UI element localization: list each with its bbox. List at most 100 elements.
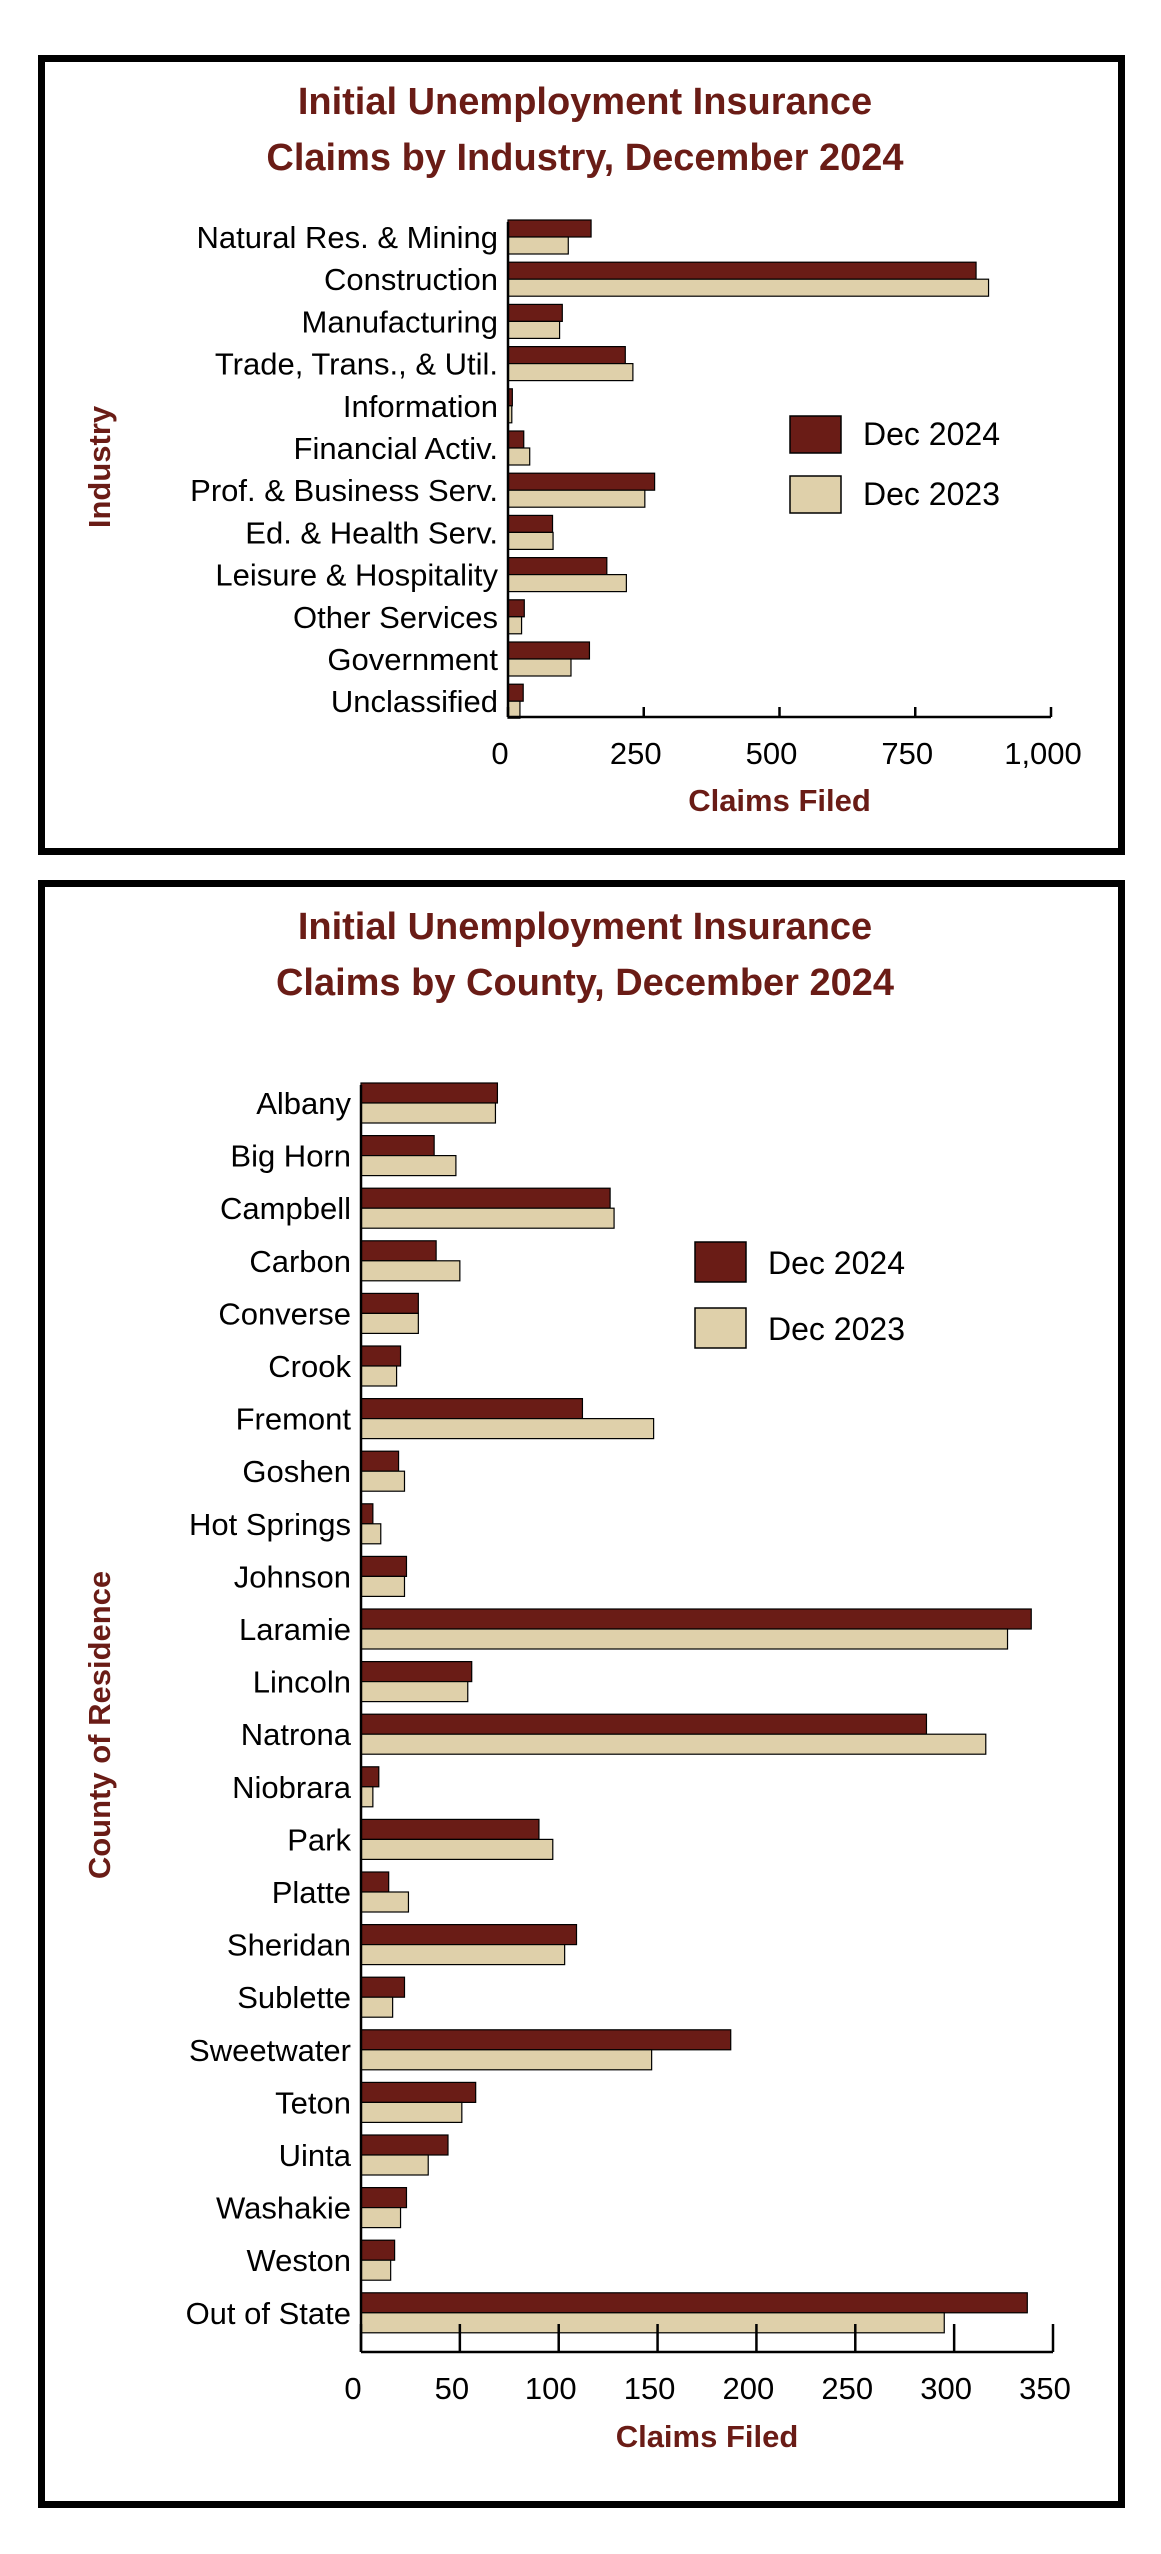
category-label: Carbon: [249, 1244, 351, 1279]
bar-dec-2024: [507, 303, 563, 322]
chart-title-line: Claims by Industry, December 2024: [266, 137, 903, 179]
category-label: Information: [343, 389, 498, 424]
x-tick-label: 150: [624, 2371, 676, 2406]
bar-dec-2024: [360, 1818, 540, 1841]
category-label: Johnson: [234, 1559, 351, 1594]
bar-dec-2023: [360, 2206, 402, 2229]
x-tick-label: 300: [920, 2371, 972, 2406]
bar-dec-2024: [360, 1082, 499, 1104]
category-label: Leisure & Hospitality: [215, 558, 498, 593]
bar-dec-2023: [360, 1628, 1009, 1650]
bar-dec-2024: [360, 1713, 928, 1735]
bar-dec-2024: [360, 1398, 584, 1420]
legend-label: Dec 2024: [863, 416, 1000, 452]
legend-swatch: [789, 475, 842, 514]
bar-dec-2023: [507, 363, 634, 382]
industry-chart: Initial Unemployment Insurance Claims by …: [82, 81, 1082, 818]
category-label: Fremont: [236, 1402, 352, 1437]
bar-dec-2023: [507, 700, 521, 719]
bar-dec-2023: [360, 1155, 457, 1177]
x-tick-label: 350: [1019, 2371, 1071, 2406]
bar-dec-2024: [360, 1871, 390, 1893]
bar-dec-2023: [507, 447, 531, 466]
bar-dec-2024: [507, 430, 525, 449]
chart-title-line: Claims by County, December 2024: [276, 962, 894, 1004]
x-tick-label: 500: [746, 736, 798, 771]
x-axis-title: Claims Filed: [616, 2419, 799, 2454]
category-label: Teton: [275, 2085, 351, 2120]
bar-dec-2024: [360, 1187, 611, 1209]
bar-dec-2024: [360, 1345, 402, 1367]
bar-dec-2023: [360, 1575, 406, 1598]
bar-dec-2024: [360, 1766, 380, 1788]
bar-dec-2024: [360, 1292, 419, 1314]
bar-dec-2024: [360, 1608, 1032, 1630]
x-tick-label: 250: [821, 2371, 873, 2406]
category-label: Sheridan: [227, 1928, 351, 1963]
category-label: Weston: [246, 2243, 351, 2278]
bar-dec-2023: [360, 1943, 566, 1966]
category-label: Crook: [268, 1349, 351, 1384]
x-tick-label: 0: [344, 2371, 361, 2406]
county-chart: Initial Unemployment Insurance Claims by …: [82, 906, 1071, 2454]
county-chart-panel: Initial Unemployment Insurance Claims by …: [38, 880, 1125, 2508]
category-label: Trade, Trans., & Util.: [215, 347, 498, 382]
bar-dec-2024: [360, 1135, 435, 1157]
industry-chart-panel: Initial Unemployment Insurance Claims by …: [38, 55, 1125, 855]
bar-dec-2023: [507, 320, 561, 339]
category-label: Uinta: [279, 2138, 352, 2173]
legend-swatch: [694, 1307, 747, 1349]
y-axis-title: County of Residence: [82, 1571, 117, 1879]
bar-dec-2024: [507, 514, 554, 533]
bar-dec-2024: [360, 2186, 408, 2209]
bar-dec-2023: [360, 1260, 461, 1282]
bar-dec-2024: [360, 2239, 396, 2261]
category-label: Platte: [272, 1875, 351, 1910]
legend-swatch: [694, 1241, 747, 1283]
bar-dec-2023: [360, 1417, 655, 1440]
bar-dec-2023: [507, 573, 627, 593]
legend-swatch: [789, 415, 842, 454]
category-label: Big Horn: [230, 1139, 351, 1174]
bar-dec-2024: [360, 2081, 477, 2104]
bar-dec-2024: [360, 2134, 449, 2156]
bar-dec-2024: [360, 1660, 473, 1683]
category-label: Manufacturing: [302, 304, 498, 339]
bar-dec-2023: [360, 1312, 419, 1334]
bar-dec-2024: [507, 599, 525, 618]
x-tick-label: 0: [491, 736, 508, 771]
bar-dec-2023: [360, 1996, 394, 2018]
bar-dec-2023: [360, 1207, 615, 1229]
legend-label: Dec 2023: [768, 1311, 905, 1347]
bar-dec-2024: [360, 1555, 408, 1578]
chart-title-line: Initial Unemployment Insurance: [298, 906, 872, 948]
x-tick-label: 50: [435, 2371, 469, 2406]
category-label: Washakie: [216, 2191, 351, 2226]
bar-dec-2023: [507, 616, 523, 635]
bar-dec-2024: [360, 1923, 578, 1946]
bar-dec-2024: [360, 2029, 732, 2051]
bar-dec-2023: [360, 1470, 406, 1492]
bar-dec-2023: [360, 1733, 987, 1755]
bar-dec-2023: [360, 2259, 392, 2281]
x-tick-label: 100: [525, 2371, 577, 2406]
category-label: Unclassified: [331, 684, 498, 719]
bar-dec-2023: [360, 1786, 374, 1808]
category-label: Niobrara: [232, 1770, 352, 1805]
category-label: Hot Springs: [189, 1507, 351, 1542]
category-label: Natural Res. & Mining: [196, 220, 498, 255]
bar-dec-2023: [360, 1523, 382, 1545]
category-label: Construction: [324, 262, 498, 297]
category-label: Financial Activ.: [294, 431, 498, 466]
bar-dec-2024: [360, 1503, 374, 1525]
x-tick-label: 1,000: [1004, 736, 1082, 771]
bar-dec-2023: [507, 658, 572, 677]
y-axis-title: Industry: [82, 405, 117, 528]
bar-dec-2024: [507, 219, 592, 238]
x-tick-label: 750: [881, 736, 933, 771]
bar-dec-2024: [507, 261, 977, 280]
bar-dec-2024: [507, 472, 656, 491]
bar-dec-2023: [360, 2312, 945, 2334]
bar-dec-2024: [507, 557, 608, 576]
category-label: Albany: [256, 1086, 351, 1121]
